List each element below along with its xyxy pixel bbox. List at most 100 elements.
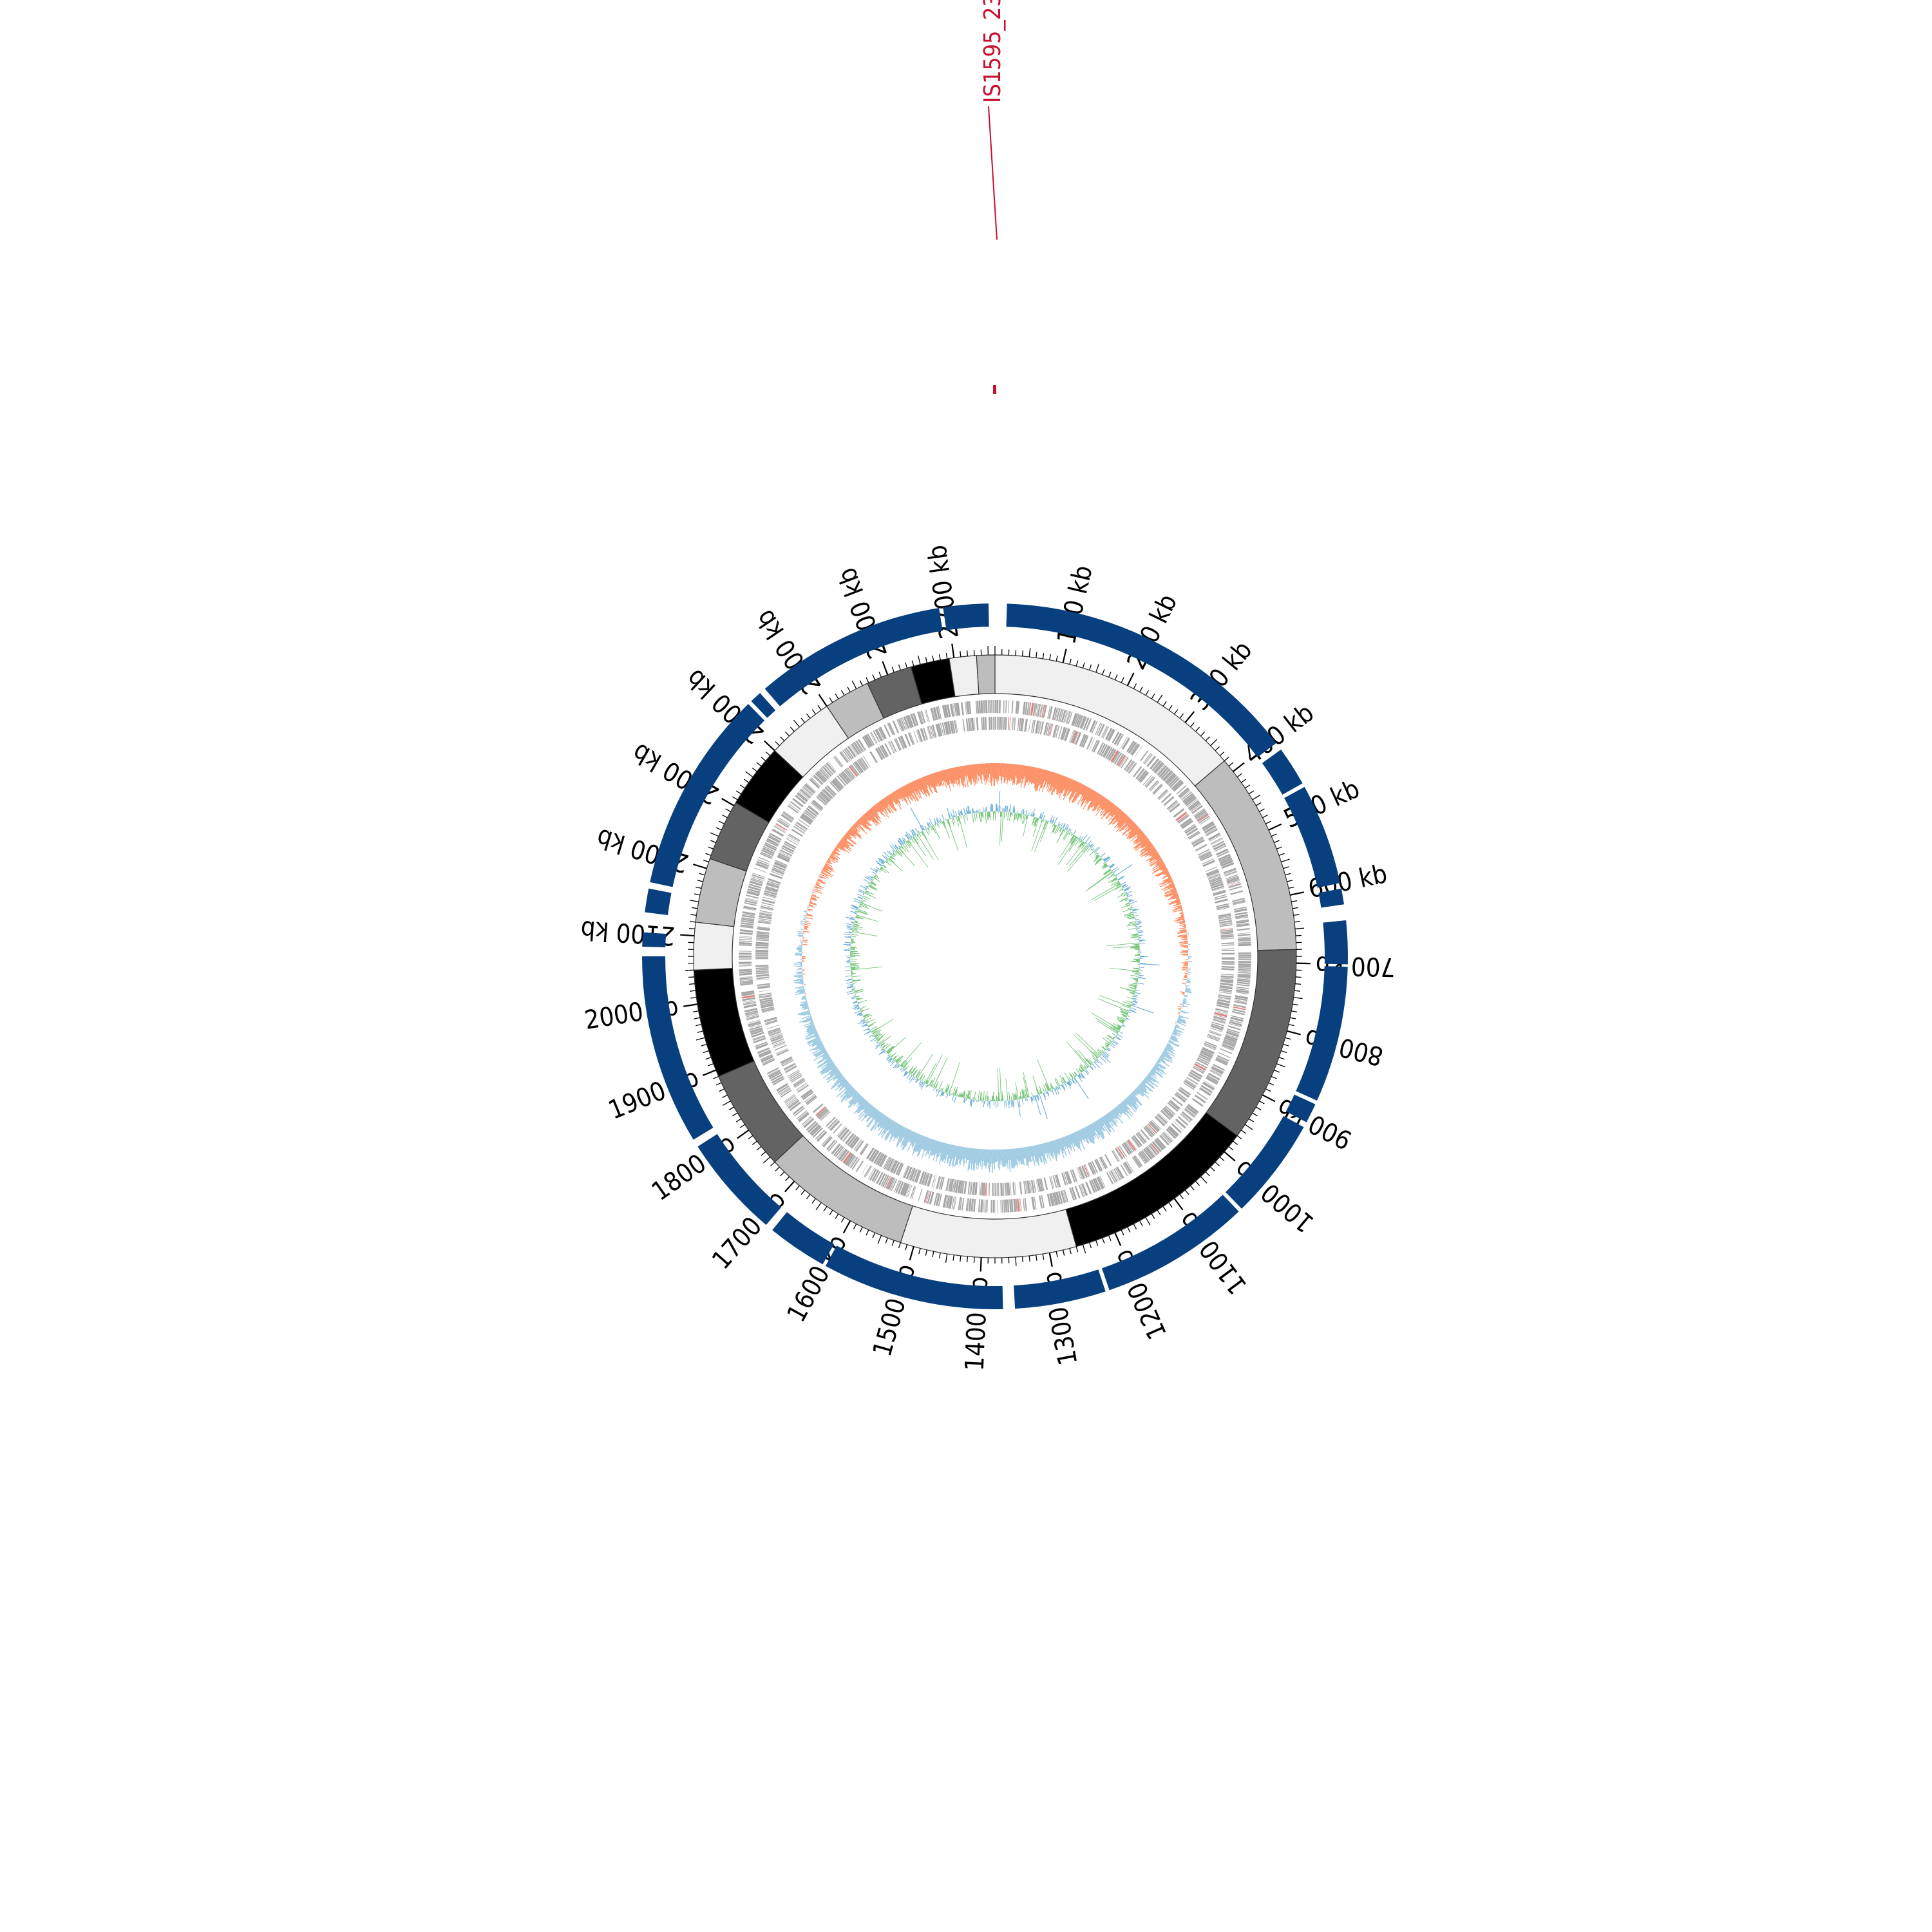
gc-content-bar — [955, 1090, 958, 1096]
gc-skew-bar — [1171, 899, 1180, 903]
minor-tick — [1162, 701, 1167, 706]
minor-tick — [1295, 976, 1302, 978]
gene-block — [953, 1179, 957, 1193]
minor-tick — [1210, 739, 1218, 746]
gene-block — [984, 1199, 985, 1213]
gc-content-bar — [872, 1035, 875, 1037]
gc-content-bar — [913, 1077, 916, 1081]
gc-skew-bar — [1182, 1001, 1186, 1003]
gc-skew-bar — [862, 815, 868, 821]
gc-skew-bar — [858, 1101, 869, 1113]
gene-block — [746, 895, 759, 899]
gc-skew-bar — [880, 800, 886, 809]
gene-block — [1228, 883, 1242, 889]
gc-skew-bar — [821, 1053, 828, 1057]
gene-block — [1202, 860, 1215, 867]
gene-block — [755, 943, 769, 947]
gc-content-bar — [1110, 1041, 1112, 1043]
gc-skew-bar — [943, 770, 948, 786]
gc-content-bar — [1095, 1061, 1097, 1063]
gc-skew-bar — [1167, 1043, 1171, 1045]
gc-skew-bar — [808, 907, 809, 908]
gc-skew-bar — [808, 1009, 810, 1010]
gc-skew-bar — [794, 981, 804, 983]
gc-skew-bar — [1148, 851, 1157, 857]
gc-content-bar — [1122, 1019, 1125, 1021]
gc-skew-bar — [1130, 1093, 1142, 1105]
gene-block — [775, 1048, 788, 1054]
gc-content-bar — [990, 1100, 992, 1101]
gc-skew-bar — [986, 1149, 989, 1166]
gc-skew-bar — [896, 1126, 904, 1139]
gc-skew-bar — [1009, 764, 1012, 782]
gc-skew-bar — [1048, 772, 1054, 784]
gene-block — [1204, 1043, 1217, 1048]
gene-block — [1063, 1172, 1068, 1185]
gene-block — [895, 1162, 902, 1175]
gene-block — [1179, 789, 1190, 799]
gc-skew-bar — [1179, 941, 1188, 943]
gc-content-bar — [1080, 1063, 1086, 1070]
gc-content-bar — [853, 925, 863, 929]
gc-content-bar — [920, 1076, 923, 1081]
inner-segment — [1225, 1115, 1304, 1209]
gc-content-bar — [1096, 1057, 1098, 1059]
gc-content-bar — [885, 1050, 886, 1052]
gc-skew-bar — [1056, 775, 1063, 792]
gc-content-bar — [999, 811, 1001, 817]
gene-block — [1037, 704, 1041, 717]
gene-block — [772, 1040, 785, 1046]
gc-content-bar — [1079, 841, 1084, 848]
gene-block — [1089, 720, 1097, 733]
gc-content-bar — [1126, 896, 1128, 897]
gene-block — [817, 795, 828, 804]
gc-content-bar — [992, 811, 994, 820]
gene-block — [1156, 1137, 1166, 1149]
gene-block — [1208, 873, 1220, 879]
gene-block — [741, 992, 755, 996]
gc-content-bar — [896, 1065, 900, 1069]
gc-skew-bar — [1064, 778, 1071, 791]
gc-skew-bar — [990, 763, 992, 786]
gc-content-bar — [1050, 822, 1052, 824]
gc-skew-bar — [898, 1126, 905, 1137]
gc-content-bar — [1070, 835, 1074, 840]
gc-content-bar — [859, 1014, 863, 1016]
gene-block — [966, 1198, 969, 1211]
gc-skew-bar — [1111, 808, 1119, 817]
minor-tick — [918, 1248, 921, 1255]
gc-content-bar — [958, 816, 961, 824]
gc-skew-bar — [1154, 860, 1164, 866]
gene-block — [1070, 1170, 1076, 1183]
gene-block — [1061, 709, 1066, 723]
gene-block — [981, 1182, 983, 1196]
inner-segment — [943, 603, 989, 630]
gene-block — [780, 1056, 793, 1064]
minor-tick — [872, 1232, 876, 1238]
gc-skew-bar — [1010, 764, 1013, 779]
gc-skew-bar — [835, 848, 840, 853]
gc-content-bar — [873, 1039, 877, 1042]
gene-block — [1178, 1088, 1190, 1097]
gc-content-bar — [862, 1014, 867, 1017]
gc-content-bar — [902, 844, 909, 853]
minor-tick — [752, 767, 757, 772]
gene-block — [1064, 710, 1069, 723]
gc-content-bar — [1139, 972, 1142, 974]
gene-block — [1208, 876, 1222, 882]
gc-skew-bar — [1162, 1052, 1173, 1059]
gc-content-bar — [926, 1084, 929, 1087]
gc-skew-bar — [1144, 1078, 1149, 1083]
gc-skew-bar — [1152, 1068, 1157, 1071]
gene-block — [892, 721, 900, 734]
minor-tick — [1210, 1166, 1215, 1171]
gc-skew-bar — [1168, 1041, 1180, 1048]
gc-content-bar — [850, 947, 858, 949]
gene-block — [1012, 717, 1014, 731]
gene-block — [788, 1099, 800, 1109]
gc-skew-bar — [923, 1137, 929, 1150]
gene-block — [769, 1072, 782, 1079]
gene-block — [1170, 777, 1180, 788]
gene-block — [976, 700, 980, 714]
gc-content-bar — [1133, 918, 1135, 919]
